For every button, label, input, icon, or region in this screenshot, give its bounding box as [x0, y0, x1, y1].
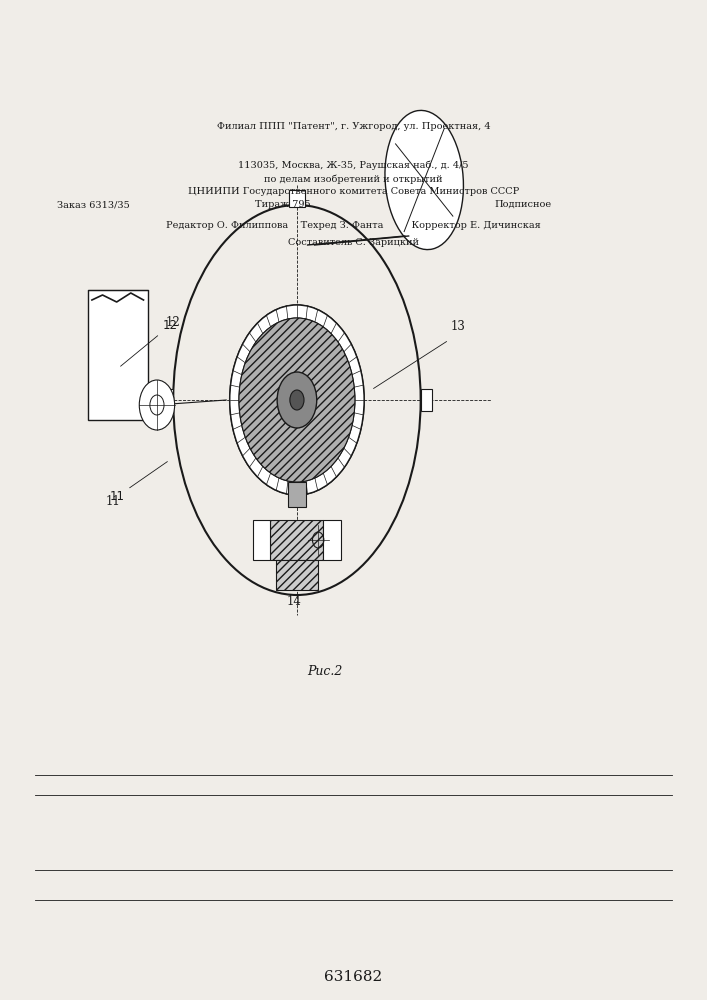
- Text: 113035, Москва, Ж-35, Раушская наб., д. 4/5: 113035, Москва, Ж-35, Раушская наб., д. …: [238, 161, 469, 170]
- Text: Филиал ППП "Патент", г. Ужгород, ул. Проектная, 4: Филиал ППП "Патент", г. Ужгород, ул. Про…: [216, 122, 491, 131]
- Text: 631682: 631682: [325, 970, 382, 984]
- Bar: [88, 290, 148, 420]
- Circle shape: [251, 335, 343, 465]
- Circle shape: [239, 318, 355, 482]
- Text: Редактор О. Филиппова    Техред З. Фанта         Корректор Е. Дичинская: Редактор О. Филиппова Техред З. Фанта Ко…: [166, 221, 541, 230]
- Text: по делам изобретений и открытий: по делам изобретений и открытий: [264, 174, 443, 184]
- Circle shape: [230, 305, 364, 495]
- Bar: [323, 520, 341, 560]
- Text: Заказ 6313/35: Заказ 6313/35: [57, 200, 129, 209]
- Text: 11: 11: [106, 495, 121, 508]
- Text: Тираж 795: Тираж 795: [255, 200, 310, 209]
- Text: ЦНИИПИ Государственного комитета Совета Министров СССР: ЦНИИПИ Государственного комитета Совета …: [188, 187, 519, 196]
- Text: Составитель С. Зарицкий: Составитель С. Зарицкий: [288, 238, 419, 247]
- Circle shape: [139, 380, 175, 430]
- Bar: [270, 520, 323, 560]
- Bar: [276, 560, 318, 590]
- Ellipse shape: [385, 110, 464, 250]
- Circle shape: [239, 318, 355, 482]
- Circle shape: [277, 372, 317, 428]
- Circle shape: [290, 390, 304, 410]
- Text: 12: 12: [121, 319, 177, 366]
- Text: Рис.2: Рис.2: [308, 665, 343, 678]
- Text: 11: 11: [110, 462, 168, 503]
- Bar: [288, 482, 305, 507]
- Text: 13: 13: [450, 320, 465, 333]
- Text: 14: 14: [286, 595, 301, 608]
- Bar: [252, 520, 270, 560]
- Text: Подписное: Подписное: [495, 200, 552, 209]
- Bar: [163, 389, 173, 411]
- Text: 12: 12: [165, 316, 180, 329]
- Bar: [289, 190, 305, 207]
- Bar: [421, 389, 431, 411]
